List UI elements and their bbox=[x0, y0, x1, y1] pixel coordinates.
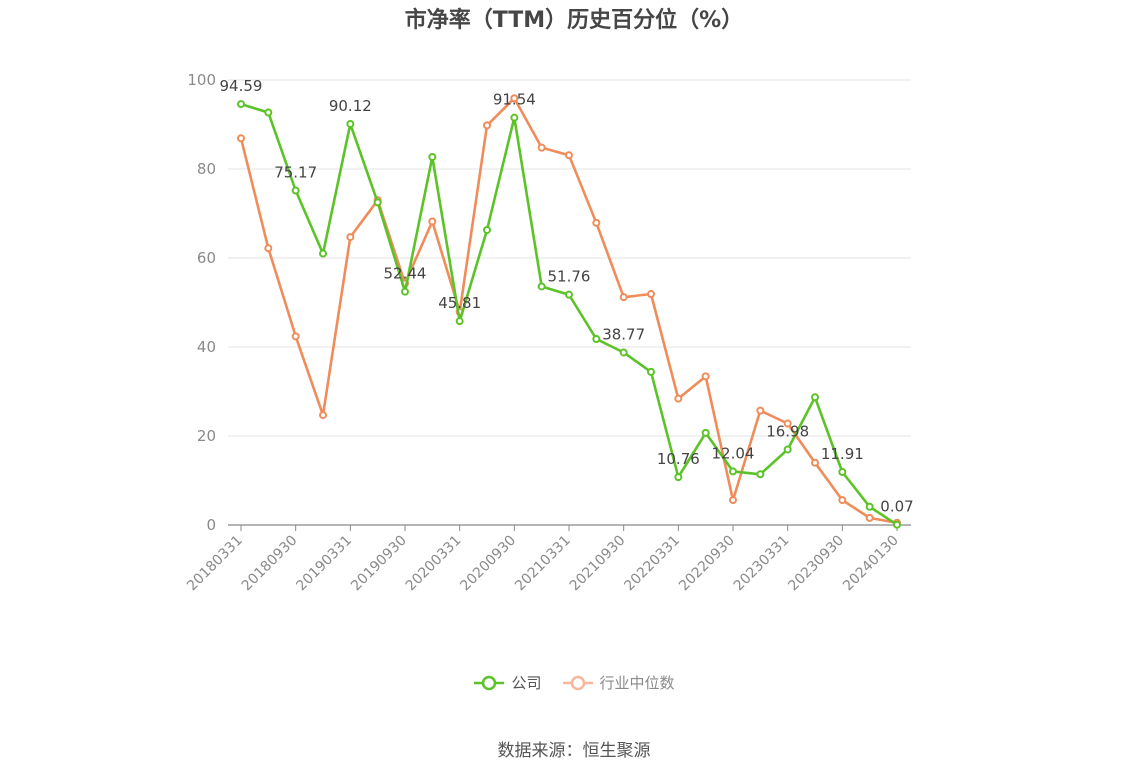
company-point bbox=[674, 473, 683, 482]
x-tick-label: 20180331 bbox=[184, 533, 246, 595]
industry-point bbox=[838, 496, 847, 505]
company-data-label: 52.44 bbox=[384, 265, 427, 283]
company-data-label: 11.91 bbox=[821, 445, 864, 463]
company-point bbox=[455, 317, 464, 326]
x-tick-label: 20210331 bbox=[512, 533, 574, 595]
company-point bbox=[291, 186, 300, 195]
company-point bbox=[647, 367, 655, 376]
company-point bbox=[893, 520, 901, 529]
industry-point bbox=[674, 394, 683, 403]
company-data-label: 10.76 bbox=[657, 450, 700, 468]
company-point bbox=[865, 502, 874, 511]
company-data-label: 38.77 bbox=[602, 325, 645, 343]
industry-point bbox=[592, 218, 601, 227]
company-point bbox=[838, 468, 847, 477]
company-point bbox=[592, 334, 601, 343]
company-data-label: 51.76 bbox=[548, 268, 591, 286]
company-point bbox=[783, 445, 792, 454]
company-data-label: 90.12 bbox=[329, 97, 372, 115]
y-tick-label: 80 bbox=[197, 160, 216, 178]
company-point bbox=[729, 467, 737, 476]
company-data-label: 45.81 bbox=[438, 294, 481, 312]
company-point bbox=[428, 152, 437, 161]
company-point bbox=[619, 348, 628, 357]
company-point bbox=[756, 470, 765, 479]
y-tick-label: 100 bbox=[187, 71, 216, 89]
company-data-label: 16.98 bbox=[766, 422, 809, 440]
industry-point bbox=[291, 332, 300, 341]
company-point bbox=[401, 287, 409, 296]
legend-company-icon bbox=[474, 675, 505, 690]
company-data-label: 91.54 bbox=[493, 91, 536, 109]
industry-point bbox=[619, 293, 628, 302]
y-tick-label: 0 bbox=[206, 516, 216, 534]
legend-company-label: 公司 bbox=[511, 674, 542, 692]
company-data-label: 75.17 bbox=[274, 163, 317, 181]
company-point bbox=[565, 290, 573, 299]
x-tick-label: 20190930 bbox=[348, 533, 410, 595]
industry-point bbox=[565, 151, 573, 160]
x-tick-label: 20230331 bbox=[731, 533, 793, 595]
company-point bbox=[811, 393, 819, 402]
industry-point bbox=[783, 419, 792, 428]
company-data-label: 12.04 bbox=[712, 444, 755, 462]
legend: 公司 行业中位数 bbox=[0, 672, 1148, 693]
industry-point bbox=[756, 406, 765, 415]
company-point bbox=[510, 113, 519, 122]
company-point bbox=[701, 428, 710, 437]
industry-point bbox=[483, 121, 491, 130]
industry-point bbox=[264, 244, 273, 253]
y-tick-label: 40 bbox=[197, 338, 216, 356]
x-tick-label: 20180930 bbox=[239, 533, 301, 595]
company-point bbox=[346, 119, 355, 128]
industry-point bbox=[729, 496, 737, 505]
company-point bbox=[373, 198, 382, 207]
legend-item-company[interactable]: 公司 bbox=[473, 672, 542, 693]
company-point bbox=[237, 100, 245, 109]
x-tick-label: 20220930 bbox=[676, 533, 738, 595]
industry-point bbox=[865, 513, 874, 522]
company-point bbox=[264, 108, 273, 117]
x-tick-label: 20230930 bbox=[785, 533, 847, 595]
x-tick-label: 20210930 bbox=[567, 533, 629, 595]
industry-point bbox=[510, 94, 519, 103]
company-point bbox=[319, 249, 327, 258]
industry-series-line bbox=[239, 96, 898, 525]
industry-point bbox=[811, 458, 819, 467]
industry-point bbox=[237, 134, 245, 143]
x-tick-label: 20240130 bbox=[840, 533, 902, 595]
x-tick-label: 20220331 bbox=[621, 533, 683, 595]
company-point bbox=[537, 282, 546, 291]
y-tick-label: 20 bbox=[197, 427, 216, 445]
company-data-label: 94.59 bbox=[220, 77, 263, 95]
y-tick-label: 60 bbox=[197, 249, 216, 267]
industry-point bbox=[428, 217, 437, 226]
x-tick-label: 20200331 bbox=[403, 533, 465, 595]
industry-point bbox=[537, 143, 546, 152]
source-note: 数据来源：恒生聚源 bbox=[497, 741, 651, 761]
industry-point bbox=[647, 290, 655, 299]
industry-point bbox=[346, 233, 355, 242]
company-data-label: 0.07 bbox=[880, 498, 913, 516]
legend-item-industry[interactable]: 行业中位数 bbox=[562, 672, 675, 693]
x-tick-label: 20200930 bbox=[457, 533, 519, 595]
legend-industry-icon bbox=[562, 675, 593, 690]
x-tick-label: 20190331 bbox=[293, 533, 355, 595]
industry-point bbox=[319, 411, 327, 420]
chart-title: 市净率（TTM）历史百分位（%） bbox=[404, 8, 744, 33]
industry-point bbox=[701, 372, 710, 381]
legend-industry-label: 行业中位数 bbox=[599, 674, 675, 692]
company-point bbox=[483, 225, 491, 234]
